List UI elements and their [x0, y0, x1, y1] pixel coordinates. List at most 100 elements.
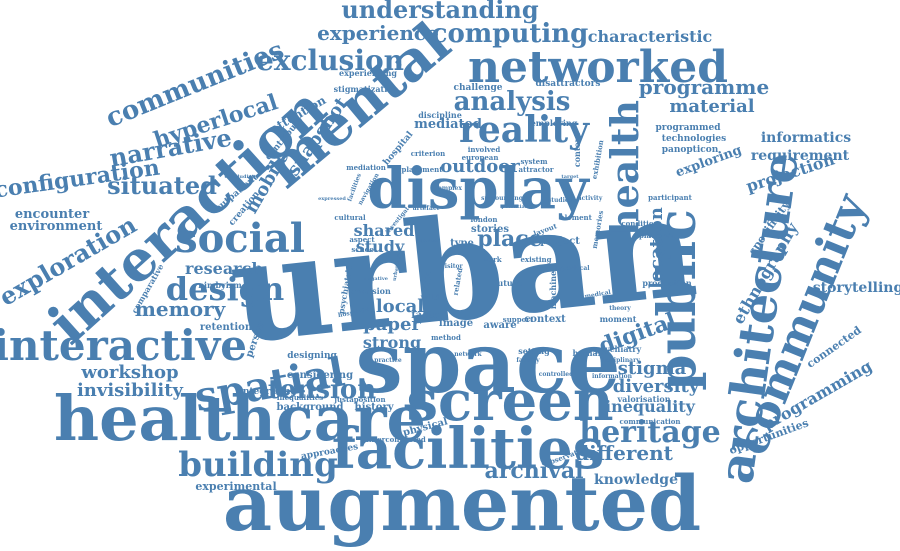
cloud-word-nimbyism: nimbyism — [198, 280, 242, 290]
cloud-word-moment: moment — [600, 314, 637, 324]
cloud-word-studies: studies — [548, 197, 573, 204]
cloud-word-healthcare: healthcare — [54, 382, 426, 455]
cloud-word-project: project — [540, 236, 580, 247]
cloud-word-experimental: experimental — [195, 480, 276, 493]
cloud-word-screen: screen — [406, 368, 613, 434]
cloud-word-expressed: expressed — [318, 196, 346, 202]
cloud-word-integrating: integrating — [239, 387, 297, 397]
cloud-word-encounter: encounter — [15, 207, 89, 222]
cloud-word-support: support — [503, 315, 534, 324]
cloud-word-designing: designing — [287, 351, 337, 361]
cloud-word-tension: tension — [268, 375, 376, 405]
cloud-word-hyperlocal-2: hyperlocal — [554, 265, 590, 272]
cloud-word-disciplinary: disciplinary — [600, 357, 640, 364]
cloud-word-material: material — [669, 96, 754, 117]
cloud-word-production: production — [642, 278, 691, 288]
cloud-word-heritage: heritage — [579, 415, 720, 450]
cloud-word-system: system — [520, 157, 548, 166]
cloud-word-controlled: controlled — [539, 371, 574, 378]
cloud-word-local: local — [376, 296, 424, 317]
cloud-word-situated: situated — [107, 171, 217, 200]
cloud-word-platform: platform — [639, 231, 674, 240]
cloud-word-location: location — [646, 207, 667, 289]
cloud-word-paper: paper — [363, 314, 421, 335]
cloud-word-exclusion: exclusion — [256, 44, 404, 77]
cloud-word-target: target — [561, 174, 579, 180]
cloud-word-inequalities: inequalities — [277, 393, 323, 402]
cloud-word-archival: archival — [485, 458, 584, 484]
cloud-word-reality: reality — [459, 109, 590, 151]
cloud-word-aspect: aspect — [349, 235, 375, 244]
cloud-word-attractor: attractor — [518, 165, 553, 174]
cloud-word-content: content — [572, 133, 582, 168]
cloud-word-potential: potential — [501, 204, 526, 210]
cloud-word-complex: complex — [434, 185, 462, 192]
cloud-word-invisibility: invisibility — [77, 380, 184, 401]
cloud-word-negative: negative — [364, 276, 388, 282]
cloud-word-site: site — [420, 271, 434, 293]
cloud-word-augmented: augmented — [223, 459, 701, 548]
cloud-word-research: research — [185, 259, 263, 278]
cloud-word-interconnected: interconnected — [366, 435, 426, 444]
cloud-word-employing: employing — [531, 118, 578, 128]
cloud-word-school: school — [351, 245, 377, 254]
cloud-word-involved: involved — [468, 145, 501, 154]
cloud-word-place: place — [477, 226, 542, 252]
cloud-word-background: background — [277, 402, 344, 413]
cloud-word-setting: setting — [518, 346, 550, 356]
cloud-word-discipline: discipline — [418, 110, 462, 120]
cloud-word-european: european — [462, 153, 499, 162]
cloud-word-experiencing: experiencing — [339, 68, 397, 78]
cloud-word-space: space — [355, 313, 620, 412]
cloud-word-medical: medical — [584, 289, 612, 301]
cloud-word-programme: programme — [639, 75, 769, 99]
cloud-word-information: information — [592, 373, 633, 380]
cloud-word-technologies: technologies — [662, 134, 726, 144]
cloud-word-method: method — [431, 333, 461, 342]
cloud-word-characteristic: characteristic — [588, 27, 713, 46]
cloud-word-psychiatry: psychiatry — [595, 344, 642, 354]
cloud-word-computing: computing — [432, 19, 589, 49]
cloud-word-placement: placement — [402, 165, 444, 174]
cloud-word-storytelling: storytelling — [813, 280, 900, 296]
cloud-word-environment: environment — [10, 219, 103, 234]
cloud-word-health: health — [602, 100, 647, 236]
cloud-word-informatics: informatics — [761, 130, 851, 146]
cloud-word-activity: activity — [578, 195, 603, 202]
cloud-word-surrounding: surrounding — [481, 195, 524, 202]
cloud-word-display: display — [367, 156, 590, 222]
cloud-word-public: public — [647, 209, 708, 391]
cloud-word-justaposition: justaposition — [333, 395, 385, 404]
cloud-word-facility: facility — [516, 357, 540, 364]
cloud-word-condition: condition — [621, 219, 658, 228]
cloud-word-retention: retention — [200, 322, 253, 333]
cloud-word-factor: factor — [411, 310, 445, 321]
cloud-word-history: history — [354, 402, 394, 413]
cloud-word-shared: shared — [354, 221, 415, 240]
cloud-word-network: network — [454, 351, 482, 358]
cloud-word-type: type — [450, 238, 474, 249]
cloud-word-theory: theory — [609, 305, 631, 312]
cloud-word-analysis: analysis — [454, 87, 571, 117]
cloud-word-future: future — [494, 278, 522, 288]
cloud-word-networked: networked — [468, 42, 728, 93]
cloud-word-requirement: requirement — [751, 148, 850, 164]
cloud-word-experience: experience — [317, 21, 439, 45]
cloud-word-london: london — [470, 215, 497, 224]
cloud-word-memory: memory — [135, 297, 227, 321]
cloud-word-stories: stories — [471, 224, 509, 235]
cloud-word-context: context — [524, 314, 566, 325]
cloud-word-aware: aware — [483, 320, 516, 331]
cloud-word-existing: existing — [520, 255, 551, 264]
cloud-word-human: human — [572, 348, 603, 358]
cloud-word-work: work — [481, 255, 501, 264]
cloud-word-strong: strong — [363, 333, 421, 352]
cloud-word-mediated: mediated — [414, 117, 482, 132]
cloud-word-programmed: programmed — [656, 123, 722, 133]
cloud-word-wild: wild — [420, 292, 440, 302]
cloud-word-concluding: concluding — [224, 174, 256, 180]
cloud-word-valorisation: valorisation — [616, 394, 670, 404]
cloud-word-understanding: understanding — [341, 0, 539, 24]
cloud-word-building: building — [178, 445, 338, 485]
